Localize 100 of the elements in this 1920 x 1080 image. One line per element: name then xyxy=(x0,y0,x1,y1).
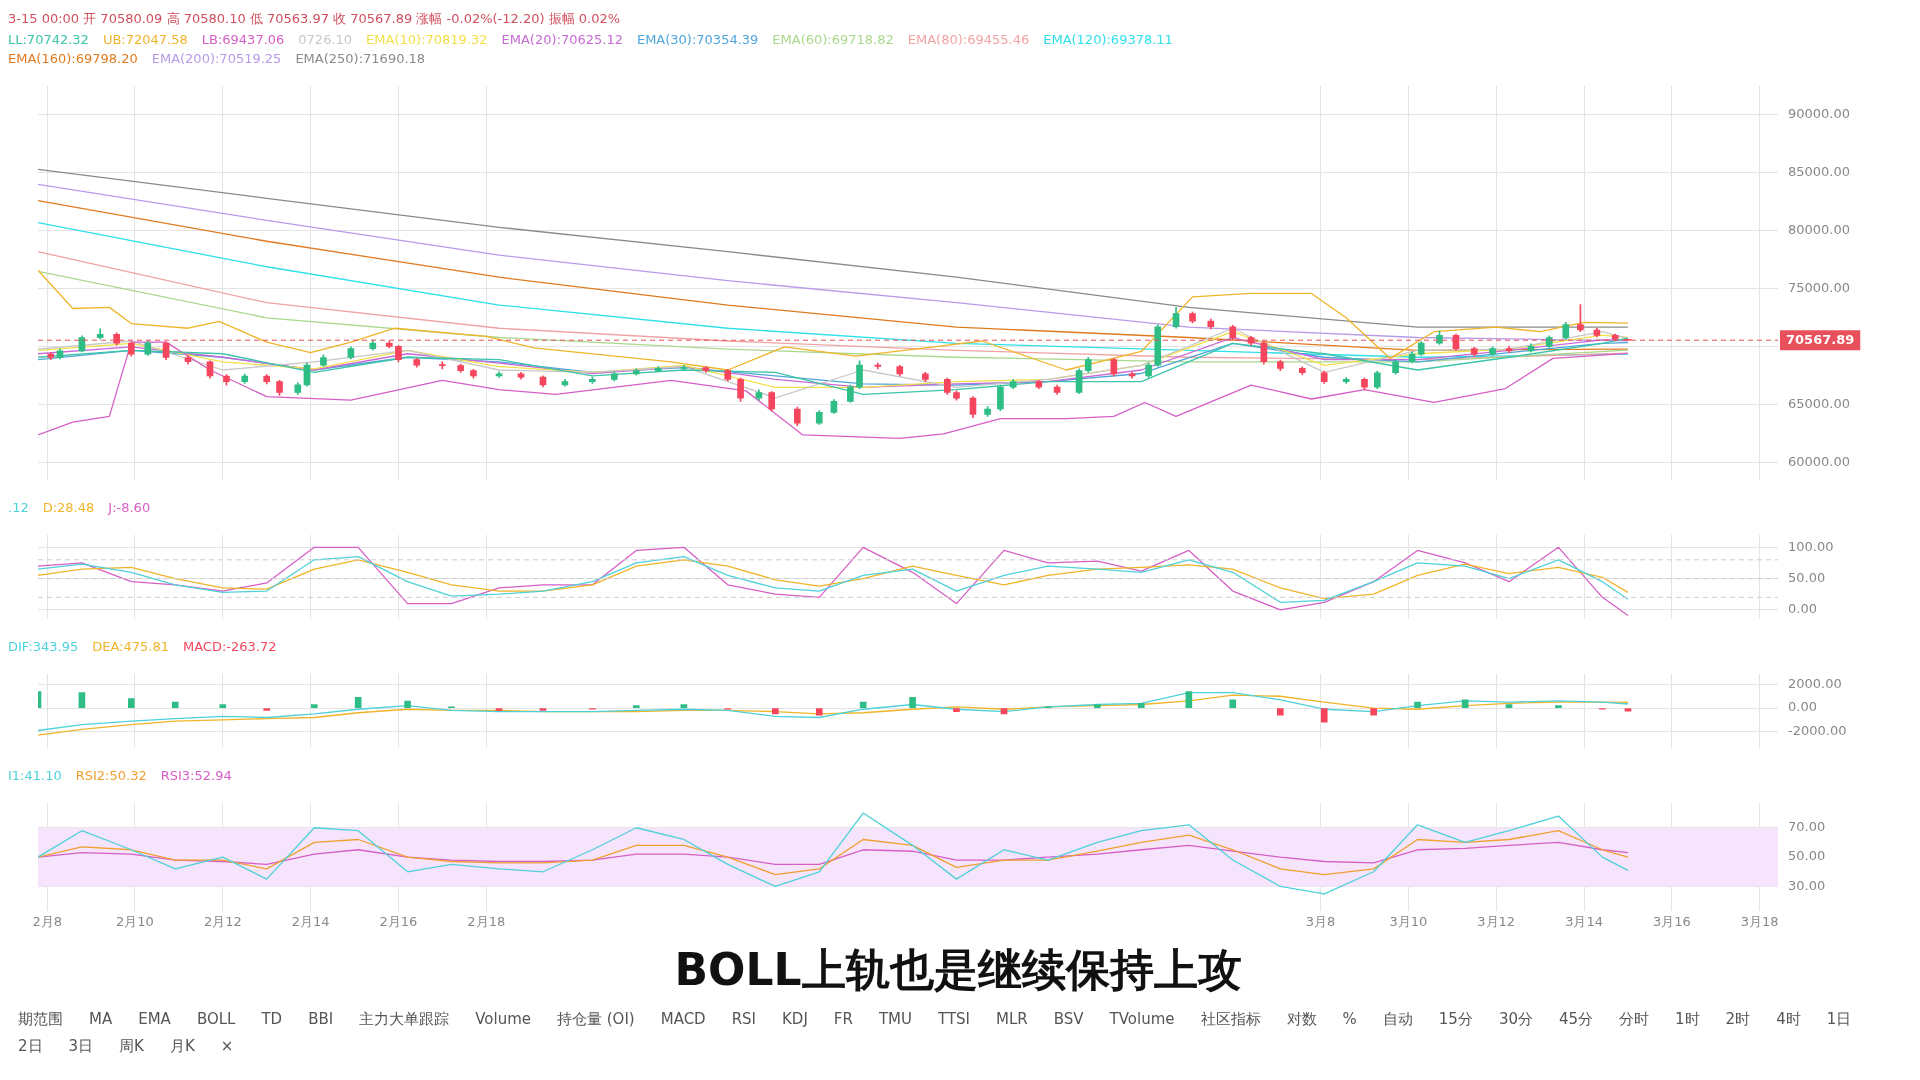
text: EMA(20):70625.12 xyxy=(501,32,623,47)
text: .12 xyxy=(8,500,29,515)
text: EMA(30):70354.39 xyxy=(636,32,759,47)
bar xyxy=(680,704,688,708)
text: RSI xyxy=(731,1010,757,1029)
text: BBI xyxy=(308,1010,334,1029)
x-tick-label: 2月18 xyxy=(467,913,506,929)
text: MACD xyxy=(660,1010,706,1029)
text: UB:72047.58 xyxy=(102,32,188,47)
bar xyxy=(1094,704,1101,708)
bar xyxy=(1370,708,1377,716)
text: Volume xyxy=(475,1010,531,1029)
text: EMA xyxy=(138,1010,171,1029)
y-tick-label: 65000.00 xyxy=(1788,396,1851,412)
bar xyxy=(1277,708,1284,716)
x-tick-label: 2月8 xyxy=(32,913,62,929)
x-tick-label: 2月14 xyxy=(291,913,330,929)
text: 持仓量 (OI) xyxy=(556,1010,635,1029)
text: 1时 xyxy=(1675,1010,1700,1029)
text: TVolume xyxy=(1109,1010,1175,1029)
y-tick-label: 80000.00 xyxy=(1788,222,1851,238)
y-tick-label: 60000.00 xyxy=(1788,454,1851,470)
text: EMA(200):70519.25 xyxy=(151,51,282,66)
text: EMA(250):71690.18 xyxy=(295,51,426,66)
text: 主力大单跟踪 xyxy=(359,1010,450,1029)
text: 社区指标 xyxy=(1200,1010,1261,1029)
text: 1日 xyxy=(1826,1010,1852,1029)
text: RSI2:50.32 xyxy=(75,768,147,783)
text: TMU xyxy=(878,1010,912,1029)
text: 月K xyxy=(169,1037,195,1056)
x-tick-label: 3月10 xyxy=(1389,913,1428,929)
x-tick-label: 3月18 xyxy=(1740,913,1779,929)
y-tick-label: 50.00 xyxy=(1788,569,1826,585)
text: D:28.48 xyxy=(42,500,95,515)
bar xyxy=(539,708,547,711)
y-tick-label: 50.00 xyxy=(1788,848,1826,864)
text: DIF:343.95 xyxy=(8,639,79,654)
text: 15分 xyxy=(1438,1010,1473,1029)
text: EMA(10):70819.32 xyxy=(366,32,488,47)
text: EMA(80):69455.46 xyxy=(907,32,1030,47)
bar xyxy=(815,708,823,716)
text: KDJ xyxy=(782,1010,808,1029)
y-tick-label: 70.00 xyxy=(1788,819,1826,835)
text: × xyxy=(220,1037,234,1056)
bar xyxy=(1414,701,1421,708)
bar xyxy=(263,708,271,711)
bar xyxy=(1185,691,1193,708)
bar xyxy=(404,700,411,708)
text: 4时 xyxy=(1776,1010,1801,1029)
bar xyxy=(1461,699,1469,708)
bar xyxy=(1229,699,1237,708)
text: MACD:-263.72 xyxy=(182,639,277,654)
text: DEA:475.81 xyxy=(92,639,169,654)
bar xyxy=(909,697,916,708)
bar xyxy=(219,704,227,708)
text: 45分 xyxy=(1558,1010,1594,1029)
ref-line-label: 70567.89 xyxy=(1786,331,1855,347)
text: I1:41.10 xyxy=(8,768,62,783)
bar xyxy=(1320,708,1328,723)
text: RSI3:52.94 xyxy=(160,768,232,783)
text: % xyxy=(1342,1010,1357,1029)
y-tick-label: 0.00 xyxy=(1788,699,1817,715)
bar xyxy=(953,708,960,712)
text: BOLL上轨也是继续保持上攻 xyxy=(673,943,1243,997)
text: BOLL xyxy=(196,1010,236,1029)
text: LL:70742.32 xyxy=(8,32,89,47)
y-tick-label: 2000.00 xyxy=(1788,675,1842,691)
y-tick-label: 30.00 xyxy=(1788,877,1826,893)
text: 2时 xyxy=(1725,1010,1751,1029)
x-tick-label: 2月10 xyxy=(116,913,154,929)
text: BSV xyxy=(1053,1010,1084,1029)
bar xyxy=(495,708,503,711)
text: 自动 xyxy=(1382,1010,1413,1029)
x-tick-label: 3月8 xyxy=(1305,913,1336,929)
y-tick-label: 85000.00 xyxy=(1788,164,1851,180)
text: 2日 xyxy=(18,1037,43,1056)
text: J:-8.60 xyxy=(108,500,151,515)
text: FR xyxy=(833,1010,853,1029)
bar xyxy=(772,708,779,715)
x-tick-label: 2月12 xyxy=(203,913,242,929)
bar xyxy=(1505,704,1513,708)
bar xyxy=(127,698,135,708)
x-tick-label: 2月16 xyxy=(379,913,418,929)
bar xyxy=(1137,702,1145,708)
y-tick-label: 90000.00 xyxy=(1788,106,1851,122)
bar xyxy=(1000,708,1008,715)
x-tick-label: 3月12 xyxy=(1477,913,1516,929)
bar xyxy=(171,701,179,708)
text: EMA(60):69718.82 xyxy=(772,32,894,47)
y-tick-label: 75000.00 xyxy=(1788,280,1851,296)
text: EMA(160):69798.20 xyxy=(8,51,138,66)
text: 3-15 00:00 开 70580.09 高 70580.10 低 70563.97 收 70567.89 涨幅 -0.02%(-12.20) 振幅 0.02% xyxy=(8,10,622,28)
text: MA xyxy=(89,1010,113,1029)
x-tick-label: 3月14 xyxy=(1565,913,1603,929)
y-tick-label: 0.00 xyxy=(1788,601,1817,617)
text: 分时 xyxy=(1619,1010,1650,1029)
bar xyxy=(310,704,318,708)
text: TD xyxy=(261,1010,283,1029)
text: 对数 xyxy=(1286,1010,1317,1029)
text: EMA(120):69378.11 xyxy=(1043,32,1173,47)
